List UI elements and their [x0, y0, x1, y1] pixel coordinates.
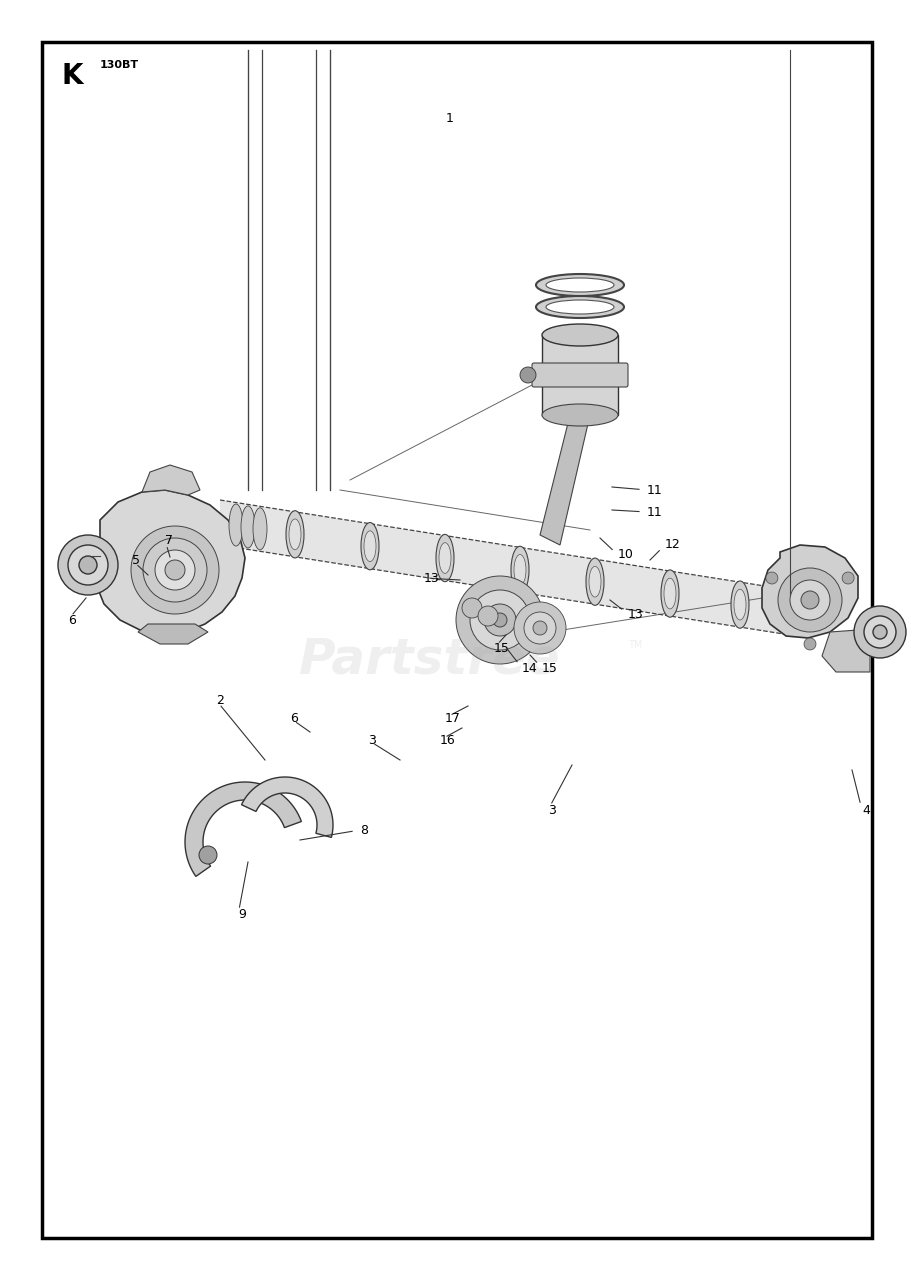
Polygon shape — [96, 490, 245, 634]
Ellipse shape — [542, 404, 618, 426]
Circle shape — [766, 572, 778, 584]
Text: 16: 16 — [440, 733, 456, 746]
Bar — [542, 335, 618, 415]
Ellipse shape — [546, 300, 614, 314]
Ellipse shape — [361, 522, 379, 570]
Text: 11: 11 — [647, 484, 663, 497]
Text: 13: 13 — [628, 608, 643, 621]
Ellipse shape — [661, 570, 679, 617]
Ellipse shape — [439, 543, 451, 573]
Polygon shape — [138, 623, 208, 644]
Circle shape — [873, 625, 887, 639]
Circle shape — [778, 568, 842, 632]
Circle shape — [520, 367, 536, 383]
Ellipse shape — [664, 579, 676, 609]
Circle shape — [514, 602, 566, 654]
Circle shape — [470, 590, 530, 650]
Ellipse shape — [731, 581, 749, 628]
Text: TM: TM — [628, 640, 643, 650]
Text: K: K — [62, 61, 83, 90]
Text: 1: 1 — [446, 111, 454, 125]
Text: 15: 15 — [542, 662, 558, 675]
Circle shape — [854, 605, 906, 658]
Text: 8: 8 — [360, 823, 368, 837]
Ellipse shape — [586, 558, 604, 605]
Text: 6: 6 — [290, 712, 298, 724]
Circle shape — [456, 576, 544, 664]
Ellipse shape — [289, 518, 301, 549]
Ellipse shape — [286, 511, 304, 558]
Circle shape — [58, 535, 118, 595]
Circle shape — [478, 605, 498, 626]
Text: 9: 9 — [238, 909, 246, 922]
Text: 5: 5 — [132, 553, 140, 567]
Text: 10: 10 — [618, 549, 634, 562]
Polygon shape — [185, 782, 302, 877]
Text: 3: 3 — [368, 733, 376, 746]
Polygon shape — [220, 500, 790, 635]
Ellipse shape — [536, 274, 624, 296]
Polygon shape — [241, 777, 333, 837]
Ellipse shape — [514, 554, 526, 585]
Circle shape — [155, 550, 195, 590]
Polygon shape — [762, 545, 858, 637]
Circle shape — [493, 613, 507, 627]
Ellipse shape — [546, 278, 614, 292]
Text: 2: 2 — [216, 694, 224, 707]
Ellipse shape — [734, 589, 746, 620]
Text: 130BT: 130BT — [100, 60, 139, 70]
Text: 3: 3 — [548, 804, 556, 817]
Polygon shape — [540, 415, 590, 545]
Text: 11: 11 — [647, 506, 663, 518]
FancyBboxPatch shape — [532, 364, 628, 387]
Circle shape — [199, 846, 217, 864]
Text: 7: 7 — [165, 534, 173, 547]
Circle shape — [804, 637, 816, 650]
Ellipse shape — [253, 508, 267, 550]
Text: 14: 14 — [522, 662, 537, 675]
Circle shape — [533, 621, 547, 635]
Text: 17: 17 — [445, 712, 461, 724]
Ellipse shape — [364, 531, 376, 562]
Ellipse shape — [436, 535, 454, 581]
Circle shape — [143, 538, 207, 602]
Text: 15: 15 — [494, 641, 510, 654]
Circle shape — [165, 561, 185, 580]
Polygon shape — [822, 630, 870, 672]
Circle shape — [484, 604, 516, 636]
Circle shape — [79, 556, 97, 573]
Text: 13: 13 — [424, 571, 440, 585]
Circle shape — [790, 580, 830, 620]
Ellipse shape — [542, 324, 618, 346]
Circle shape — [864, 616, 896, 648]
Polygon shape — [142, 465, 200, 495]
Circle shape — [68, 545, 108, 585]
Ellipse shape — [241, 506, 255, 548]
Text: 6: 6 — [68, 613, 76, 626]
Text: Partstree: Partstree — [299, 636, 561, 684]
Ellipse shape — [229, 504, 243, 547]
Circle shape — [462, 598, 482, 618]
Ellipse shape — [511, 547, 529, 594]
Circle shape — [524, 612, 556, 644]
Text: 4: 4 — [862, 804, 870, 817]
Circle shape — [131, 526, 219, 614]
Circle shape — [801, 591, 819, 609]
Text: 12: 12 — [665, 539, 681, 552]
Ellipse shape — [536, 296, 624, 317]
Circle shape — [842, 572, 854, 584]
Ellipse shape — [589, 566, 601, 596]
